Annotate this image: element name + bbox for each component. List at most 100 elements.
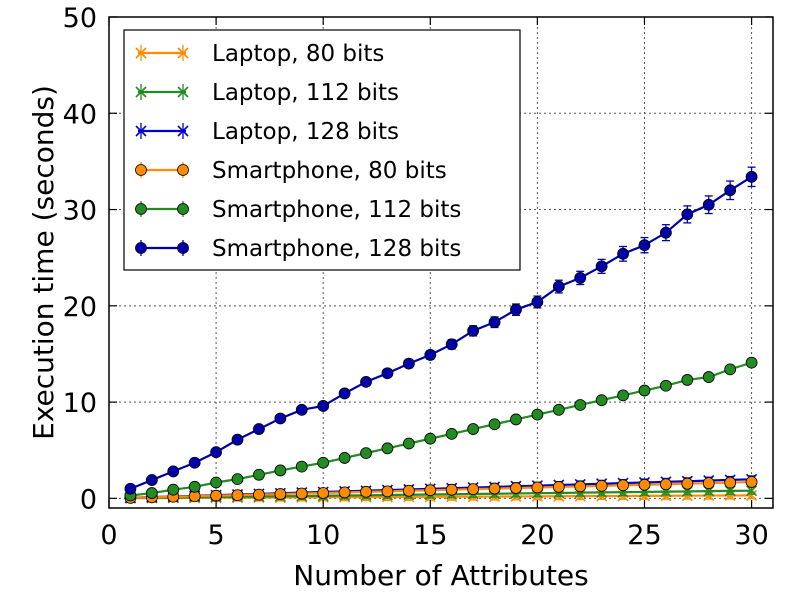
data-point (531, 481, 544, 494)
data-point (167, 483, 180, 496)
data-point (295, 460, 308, 473)
marker-stroke (177, 86, 189, 98)
plot-frame (108, 16, 774, 509)
data-point (488, 482, 501, 495)
marker-stroke (746, 489, 758, 501)
x-tick-label: 5 (208, 520, 225, 551)
marker-stroke (177, 125, 189, 137)
legend-entry: Laptop, 112 bits (135, 80, 399, 106)
legend-entry: Smartphone, 112 bits (135, 197, 461, 223)
x-tick-label: 20 (520, 520, 554, 551)
data-point (552, 280, 565, 293)
y-tick-label: 0 (80, 484, 97, 515)
data-point (210, 476, 222, 489)
data-point (177, 164, 189, 176)
data-point (360, 447, 372, 460)
data-point (177, 242, 189, 254)
data-point (595, 394, 608, 407)
data-point (574, 480, 587, 493)
data-point (702, 198, 715, 211)
data-point (467, 423, 480, 435)
marker-stroke (177, 47, 189, 59)
marker-stroke (703, 490, 715, 502)
data-point (552, 481, 565, 493)
data-point (295, 403, 308, 416)
data-point (135, 164, 147, 176)
data-point (177, 125, 189, 137)
data-point (660, 226, 672, 239)
data-point (510, 413, 522, 426)
data-point (188, 456, 201, 469)
data-point (135, 86, 147, 98)
data-point (702, 371, 715, 383)
x-tick-label: 0 (100, 520, 117, 551)
marker-stroke (724, 489, 736, 502)
data-point (424, 349, 437, 361)
legend-entry: Laptop, 80 bits (135, 41, 384, 67)
legend-entry: Smartphone, 128 bits (135, 236, 461, 262)
data-point (317, 487, 330, 499)
data-point (574, 272, 587, 284)
data-point (746, 489, 758, 501)
data-point (360, 485, 372, 498)
data-point (681, 208, 694, 221)
y-tick-label: 50 (63, 3, 97, 34)
marker-stroke (135, 125, 147, 137)
data-point (381, 367, 394, 380)
data-point (338, 387, 351, 400)
data-point (617, 479, 629, 492)
data-point (381, 442, 394, 455)
data-point (317, 400, 330, 412)
legend-entry: Smartphone, 80 bits (135, 158, 447, 184)
data-point (295, 487, 308, 500)
x-axis-label: Number of Attributes (293, 559, 589, 592)
x-tick-label: 10 (306, 520, 340, 551)
data-point (488, 418, 501, 431)
data-point (402, 484, 415, 497)
x-tick-label: 30 (734, 520, 768, 551)
data-point (638, 384, 651, 397)
data-point (595, 479, 608, 492)
legend-label: Laptop, 80 bits (212, 41, 384, 67)
data-point (231, 489, 244, 501)
data-point (724, 363, 737, 376)
data-point (445, 338, 458, 351)
series (124, 476, 758, 504)
data-point (360, 375, 372, 388)
legend: Laptop, 80 bits Laptop, 112 bits Laptop, 1… (123, 29, 521, 271)
data-point (617, 389, 629, 402)
marker-stroke (746, 485, 758, 497)
data-point (488, 316, 501, 329)
data-point (531, 296, 544, 308)
data-point (660, 478, 672, 491)
data-point (445, 427, 458, 440)
series (124, 166, 758, 495)
y-axis-label: Execution time (seconds) (27, 85, 60, 440)
data-point (638, 478, 651, 491)
data-point (253, 468, 265, 481)
data-point (724, 184, 737, 197)
data-point (424, 484, 437, 497)
data-point (135, 203, 147, 215)
data-point (210, 446, 222, 459)
data-point (124, 482, 137, 495)
data-point (681, 477, 694, 490)
data-point (231, 433, 244, 446)
data-point (617, 247, 629, 260)
data-point (231, 473, 244, 486)
series-layer (124, 166, 758, 504)
data-point (660, 379, 672, 392)
data-point (402, 357, 415, 370)
data-point (574, 399, 587, 411)
data-point (681, 374, 694, 386)
data-point (135, 242, 147, 254)
marker-stroke (135, 47, 147, 59)
data-point (145, 474, 158, 486)
data-point (274, 464, 287, 477)
y-tick-label: 20 (63, 292, 97, 323)
x-tick-label: 15 (413, 520, 447, 551)
data-point (467, 483, 480, 496)
x-tick-label: 25 (627, 520, 661, 551)
legend-label: Laptop, 128 bits (212, 119, 399, 145)
